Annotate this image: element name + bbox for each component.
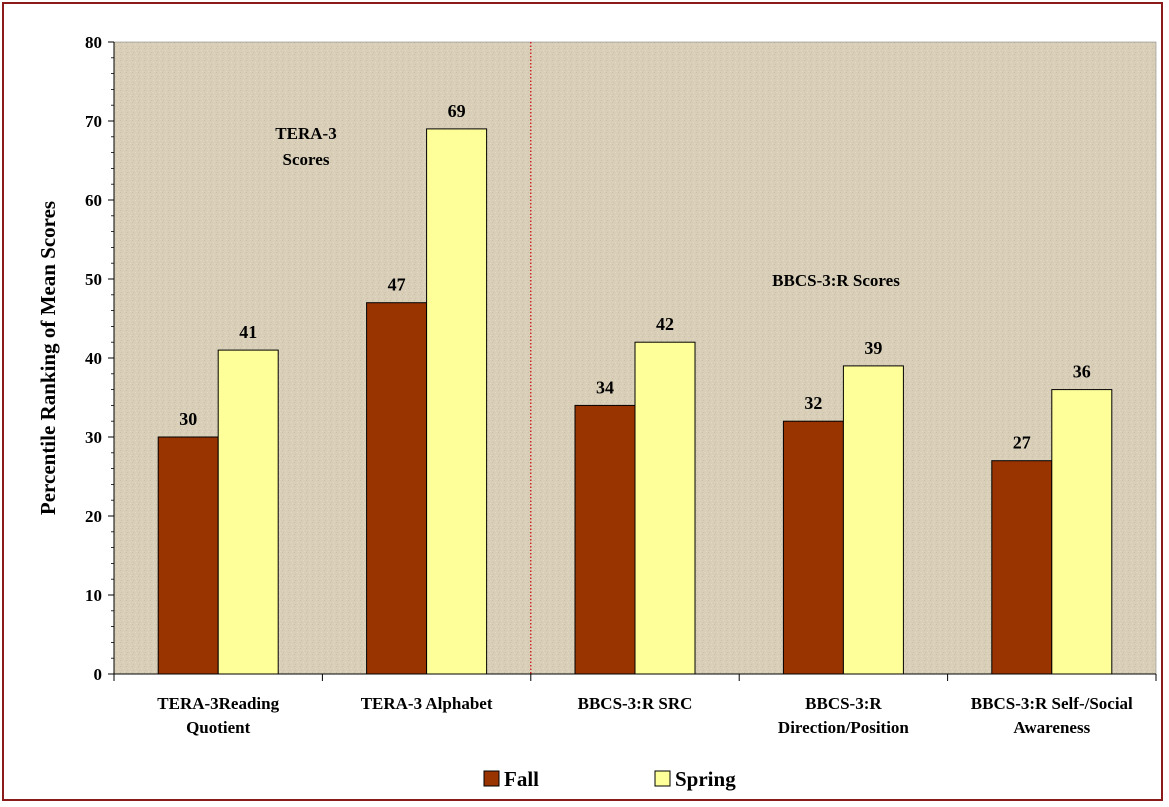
x-category-label: TERA-3 Alphabet: [361, 694, 493, 713]
legend-label-spring: Spring: [675, 767, 736, 791]
bar-series: [157, 128, 1113, 675]
bar-fall: [991, 460, 1053, 675]
bar-spring: [1051, 389, 1113, 675]
x-category-label: BBCS-3:R SRC: [578, 694, 693, 713]
data-label: 39: [864, 338, 882, 358]
data-label: 30: [179, 409, 197, 429]
y-tick-label: 50: [85, 270, 102, 289]
x-category-label: Awareness: [1013, 718, 1090, 737]
y-tick-label: 20: [85, 507, 102, 526]
bar-spring: [426, 128, 488, 675]
bar-spring: [842, 365, 904, 675]
y-tick-label: 30: [85, 428, 102, 447]
x-category-label: Direction/Position: [778, 718, 909, 737]
y-tick-label: 0: [94, 665, 103, 684]
x-category-label: TERA-3Reading: [157, 694, 279, 713]
bar-spring: [634, 341, 696, 675]
data-label: 36: [1073, 362, 1091, 382]
legend-swatch-spring: [654, 770, 671, 787]
x-category-label: Quotient: [186, 718, 251, 737]
data-label: 69: [448, 101, 466, 121]
y-tick-label: 10: [85, 586, 102, 605]
chart-labels: 0 10 20 30 40 50 60 70 80 30 41 TERA-3Reading Quotie…: [36, 33, 1133, 737]
data-label: 27: [1013, 433, 1031, 453]
x-category-label: BBCS-3:R: [805, 694, 882, 713]
bar-spring: [217, 349, 279, 675]
group-annotation: Scores: [283, 150, 330, 169]
y-tick-label: 80: [85, 33, 102, 52]
data-label: 41: [239, 322, 257, 342]
y-tick-label: 40: [85, 349, 102, 368]
legend-label-fall: Fall: [504, 767, 539, 791]
data-label: 42: [656, 314, 674, 334]
data-label: 34: [596, 377, 614, 397]
y-tick-label: 60: [85, 191, 102, 210]
x-category-label: BBCS-3:R Self-/Social: [971, 694, 1133, 713]
group-annotation: BBCS-3:R Scores: [772, 271, 900, 290]
bar-fall: [366, 302, 428, 675]
data-label: 47: [388, 275, 406, 295]
legend-swatch-fall: [483, 770, 500, 787]
data-label: 32: [804, 393, 822, 413]
bar-fall: [157, 436, 219, 675]
y-axis-title: Percentile Ranking of Mean Scores: [36, 201, 60, 515]
bar-fall: [574, 404, 636, 675]
bar-fall: [782, 420, 844, 675]
y-tick-label: 70: [85, 112, 102, 131]
group-annotation: TERA-3: [275, 124, 336, 143]
legend: Fall Spring: [483, 767, 736, 791]
